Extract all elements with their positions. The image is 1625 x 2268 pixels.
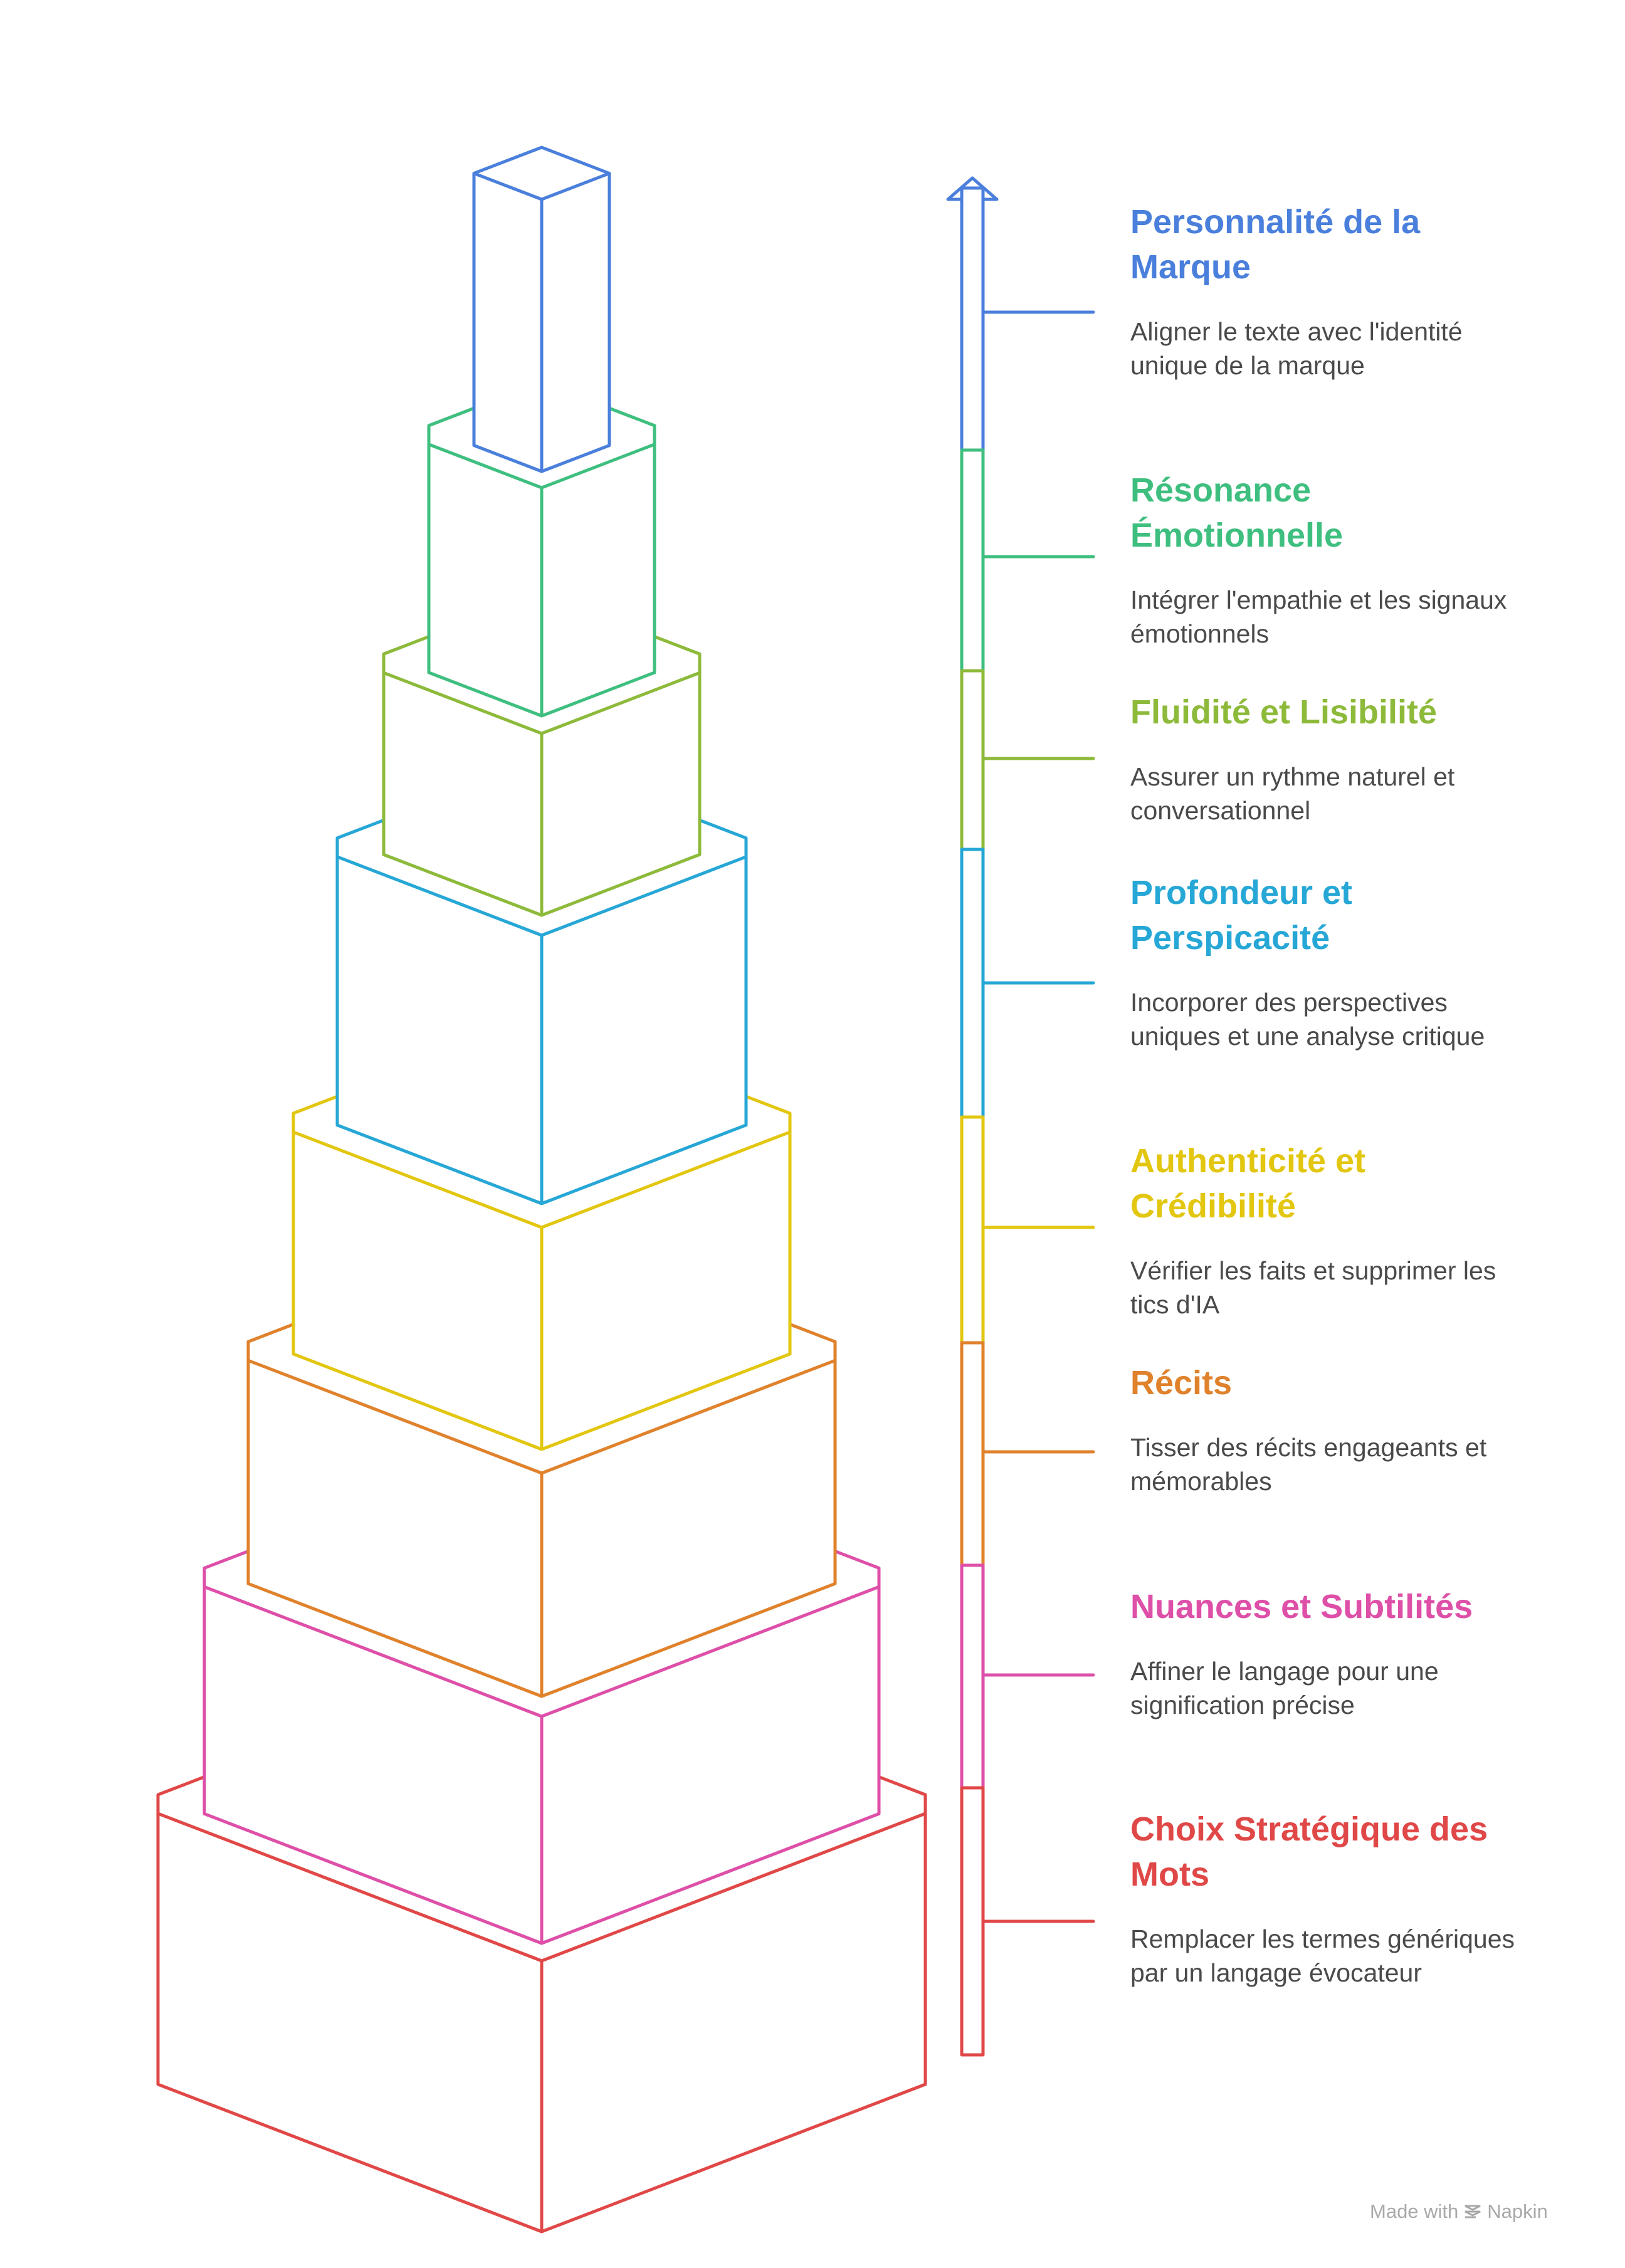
arrow-segment-7 bbox=[960, 1563, 985, 1790]
pyramid-box-7 bbox=[427, 406, 656, 718]
napkin-brand-text: Napkin bbox=[1487, 2200, 1548, 2222]
pyramid-box-outline bbox=[246, 1323, 837, 1698]
level-label-7: Nuances et Subtilités Affiner le langage … bbox=[1130, 1584, 1519, 1722]
level-label-4: Profondeur et Perspicacité Incorporer des… bbox=[1130, 870, 1519, 1053]
level-label-3: Fluidité et Lisibilité Assurer un rythme … bbox=[1130, 690, 1519, 827]
level-description: Incorporer des perspectives uniques et u… bbox=[1130, 988, 1485, 1051]
pyramid-box-2 bbox=[202, 1550, 881, 1945]
arrow-segment-1 bbox=[960, 186, 985, 452]
pyramid-box-outline bbox=[472, 145, 611, 473]
napkin-logo-icon bbox=[1465, 2205, 1481, 2218]
level-description: Remplacer les termes génériques par un l… bbox=[1130, 1924, 1515, 1987]
pyramid-box-5 bbox=[335, 818, 748, 1205]
arrow-segment-2 bbox=[960, 448, 985, 673]
pyramid-box-outline bbox=[335, 818, 748, 1205]
level-label-6: Récits Tisser des récits engageants et mé… bbox=[1130, 1360, 1519, 1498]
level-description: Affiner le langage pour une significatio… bbox=[1130, 1657, 1439, 1719]
arrow-segment-6 bbox=[960, 1341, 985, 1567]
level-title: Authenticité et Crédibilité bbox=[1130, 1142, 1366, 1225]
pyramid-box-outline bbox=[292, 1095, 792, 1451]
level-title: Résonance Émotionnelle bbox=[1130, 471, 1344, 554]
napkin-watermark: Made with Napkin bbox=[1370, 2200, 1548, 2223]
level-title: Fluidité et Lisibilité bbox=[1130, 693, 1438, 731]
level-label-5: Authenticité et Crédibilité Vérifier les … bbox=[1130, 1138, 1519, 1321]
level-title: Choix Stratégique des Mots bbox=[1130, 1810, 1488, 1893]
arrow-segment-8 bbox=[960, 1786, 985, 2057]
pyramid-box-1 bbox=[156, 1775, 927, 2234]
pyramid-box-outline bbox=[202, 1550, 881, 1945]
pyramid-box-4 bbox=[292, 1095, 792, 1451]
arrow-segment-3 bbox=[960, 669, 985, 851]
level-description: Vérifier les faits et supprimer les tics… bbox=[1130, 1256, 1496, 1319]
level-title: Récits bbox=[1130, 1364, 1233, 1402]
pyramid-box-6 bbox=[382, 635, 702, 917]
arrow-segment-4 bbox=[960, 848, 985, 1119]
level-description: Aligner le texte avec l'identité unique … bbox=[1130, 317, 1463, 380]
level-label-8: Choix Stratégique des Mots Remplacer les … bbox=[1130, 1807, 1519, 1990]
pyramid-box-outline bbox=[427, 406, 656, 718]
level-description: Intégrer l'empathie et les signaux émoti… bbox=[1130, 585, 1507, 648]
level-label-2: Résonance Émotionnelle Intégrer l'empathi… bbox=[1130, 468, 1519, 651]
pyramid-box-3 bbox=[246, 1323, 837, 1698]
level-description: Tisser des récits engageants et mémorabl… bbox=[1130, 1433, 1487, 1496]
pyramid-box-8 bbox=[472, 145, 611, 473]
made-with-text: Made with bbox=[1370, 2200, 1459, 2222]
pyramid-box-outline bbox=[382, 635, 702, 917]
level-title: Profondeur et Perspicacité bbox=[1130, 874, 1353, 957]
pyramid-box-outline bbox=[156, 1775, 927, 2234]
arrow-segment-5 bbox=[960, 1115, 985, 1345]
arrow-head-icon bbox=[946, 176, 999, 201]
level-title: Personnalité de la Marque bbox=[1130, 203, 1421, 286]
level-description: Assurer un rythme naturel et conversatio… bbox=[1130, 762, 1455, 825]
level-label-1: Personnalité de la Marque Aligner le text… bbox=[1130, 199, 1519, 382]
level-title: Nuances et Subtilités bbox=[1130, 1588, 1473, 1625]
